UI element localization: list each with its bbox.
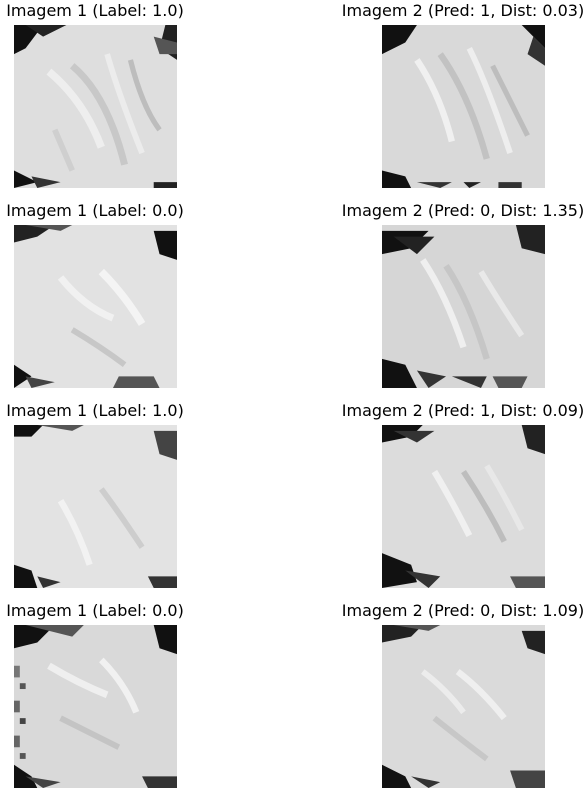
image-1-row-1 — [14, 25, 177, 188]
image-1-title-row-3: Imagem 1 (Label: 1.0) — [6, 401, 184, 420]
image-1-title-row-2: Imagem 1 (Label: 0.0) — [6, 201, 184, 220]
image-1-row-4 — [14, 625, 177, 788]
image-2-title-row-4: Imagem 2 (Pred: 0, Dist: 1.09) — [341, 601, 585, 620]
image-2-row-2 — [382, 225, 545, 388]
image-1-title-row-1: Imagem 1 (Label: 1.0) — [6, 1, 184, 20]
image-1-row-3 — [14, 425, 177, 588]
image-2-title-row-1: Imagem 2 (Pred: 1, Dist: 0.03) — [341, 1, 585, 20]
image-2-row-4 — [382, 625, 545, 788]
image-2-row-3 — [382, 425, 545, 588]
image-2-row-1 — [382, 25, 545, 188]
image-2-title-row-3: Imagem 2 (Pred: 1, Dist: 0.09) — [341, 401, 585, 420]
image-2-title-row-2: Imagem 2 (Pred: 0, Dist: 1.35) — [341, 201, 585, 220]
image-1-row-2 — [14, 225, 177, 388]
image-1-title-row-4: Imagem 1 (Label: 0.0) — [6, 601, 184, 620]
